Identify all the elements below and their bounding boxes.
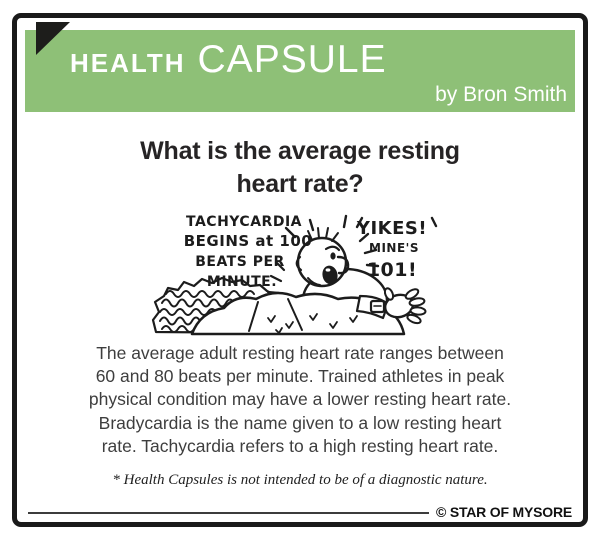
raised-hand <box>355 287 427 325</box>
comic-panel-border: HEALTH CAPSULE by Bron Smith What is the… <box>12 13 588 527</box>
brand-word-health: HEALTH <box>70 48 186 78</box>
exclaim-line-3: 101! <box>367 259 417 281</box>
caption-line-3: BEATS PER <box>195 254 285 270</box>
exclaim-line-2: MINE'S <box>369 241 419 255</box>
paragraph-line: Bradycardia is the name given to a low r… <box>98 412 502 433</box>
paragraph-line: 60 and 80 beats per minute. Trained athl… <box>95 366 505 387</box>
cartoon-illustration: TACHYCARDIA BEGINS at 100 BEATS PER MINU… <box>140 200 460 340</box>
caption-line-2: BEGINS at 100 <box>184 232 312 250</box>
brand-word-capsule: CAPSULE <box>197 38 387 81</box>
explanation-paragraph: The average adult resting heart rate ran… <box>17 342 583 458</box>
quilt-marks <box>267 313 358 334</box>
character-head <box>295 227 350 288</box>
disclaimer-footnote: * Health Capsules is not intended to be … <box>112 472 488 488</box>
exclaim-line-1: YIKES! <box>356 218 427 239</box>
footer-divider-line <box>28 512 429 514</box>
cartoon-caption-left: TACHYCARDIA BEGINS at 100 BEATS PER MINU… <box>184 214 312 290</box>
question-title: What is the average resting heart rate? <box>17 135 583 201</box>
copyright-notice: © STAR OF MYSORE <box>436 504 572 520</box>
brand-logo: HEALTH CAPSULE <box>70 38 387 82</box>
paragraph-line: physical condition may have a lower rest… <box>88 389 512 410</box>
cartoon-caption-right: YIKES! MINE'S 101! <box>356 218 427 281</box>
caption-line-1: TACHYCARDIA <box>186 214 302 230</box>
header-band: HEALTH CAPSULE by Bron Smith <box>25 30 575 112</box>
paragraph-line: rate. Tachycardia refers to a high resti… <box>101 435 499 456</box>
author-byline: by Bron Smith <box>435 83 567 106</box>
question-title-line1: What is the average resting <box>140 137 460 165</box>
paragraph-line: The average adult resting heart rate ran… <box>96 343 504 363</box>
caption-line-4: MINUTE. <box>207 274 277 290</box>
question-title-line2: heart rate? <box>236 170 364 198</box>
